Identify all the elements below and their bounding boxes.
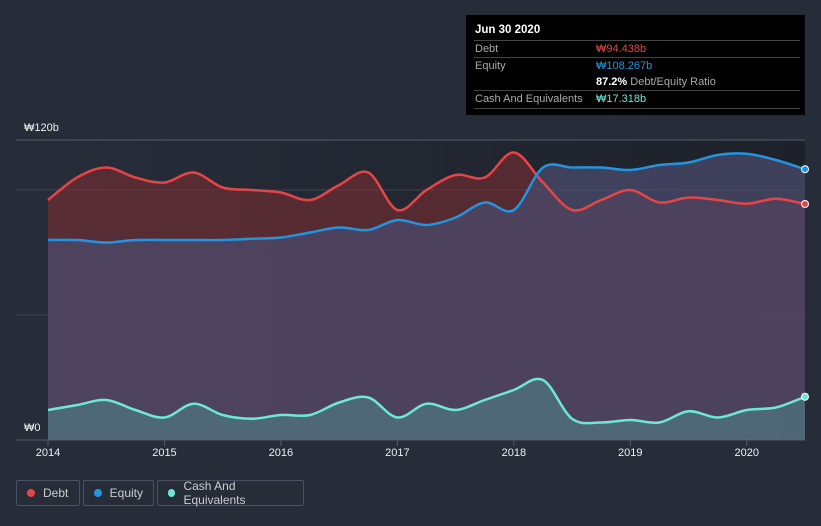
y-tick-top: ₩120b [24,122,59,134]
legend-equity[interactable]: Equity [83,480,154,506]
x-tick-label: 2018 [501,447,527,459]
x-tick-label: 2016 [268,447,294,459]
x-tick-label: 2020 [734,447,759,459]
debt-line [47,151,806,212]
tooltip-cash-label: Cash And Equivalents [475,93,583,105]
x-tick-label: 2014 [35,447,61,459]
tooltip-date: Jun 30 2020 [475,24,541,36]
x-tick-label: 2015 [152,447,177,459]
legend-debt-label: Debt [43,486,69,500]
tooltip-debt-row: Debt ₩94.438b [474,40,800,58]
debt-dot-icon [27,489,35,497]
tooltip-debt-value: ₩94.438b [596,43,647,55]
tooltip-equity-row: Equity ₩108.267b 87.2% Debt/Equity Ratio [474,57,800,91]
equity-line [47,152,806,244]
tooltip: Jun 30 2020 Debt ₩94.438b Equity ₩108.26… [466,15,805,115]
tooltip-cash-value: ₩17.318b [596,93,647,105]
x-tick-label: 2017 [385,447,410,459]
tooltip-equity-value: ₩108.267b [596,60,653,72]
legend-cash[interactable]: Cash And Equivalents [157,479,304,507]
tooltip-ratio-value: 87.2% [596,76,628,88]
cash-end-marker [801,392,809,401]
tooltip-equity-label: Equity [475,60,506,72]
x-tick-label: 2019 [618,447,643,459]
cash-area [48,378,805,440]
tooltip-debt-label: Debt [475,43,499,55]
tooltip-cash-row: Cash And Equivalents ₩17.318b [474,90,800,109]
equity-area [48,153,805,440]
y-tick-bottom: ₩0 [24,422,41,434]
cash-dot-icon [168,489,176,497]
equity-end-marker [801,165,809,174]
equity-dot-icon [94,489,102,497]
tooltip-ratio-label: Debt/Equity Ratio [630,76,716,88]
legend-cash-label: Cash And Equivalents [183,479,246,507]
legend-debt[interactable]: Debt [16,480,80,506]
debt-end-marker [801,200,809,208]
cash-line [47,377,806,425]
legend-equity-label: Equity [109,486,143,500]
